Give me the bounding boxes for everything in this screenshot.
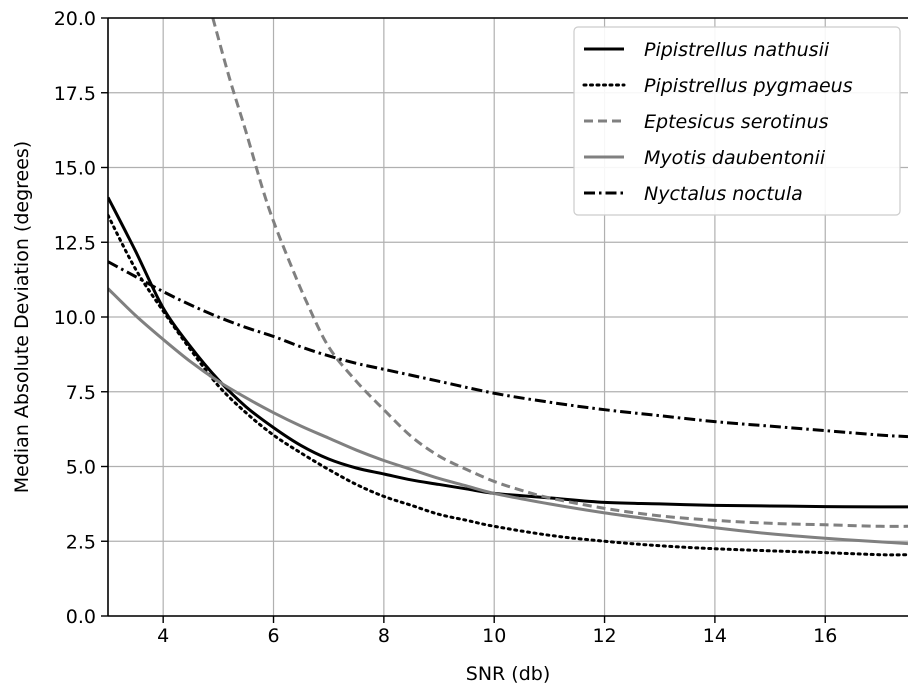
series-line-pipistrellus-pygmaeus bbox=[108, 213, 908, 557]
legend-label-nyctalus-noctula: Nyctalus noctula bbox=[644, 183, 803, 205]
x-tick-label: 4 bbox=[157, 625, 169, 647]
y-tick-label: 15.0 bbox=[54, 158, 96, 180]
y-tick-label: 5.0 bbox=[66, 457, 96, 479]
legend-label-pipistrellus-pygmaeus: Pipistrellus pygmaeus bbox=[644, 75, 853, 97]
tick-labels: 4 6 8 10 12 14 16 0.0 2.5 5.0 7.5 10.0 12.5 15.0 17.5 2… bbox=[54, 8, 838, 647]
y-tick-label: 0.0 bbox=[66, 606, 96, 628]
x-tick-label: 6 bbox=[267, 625, 279, 647]
legend: Pipistrellus nathusii Pipistrellus pygmae… bbox=[573, 26, 901, 216]
y-tick-label: 2.5 bbox=[66, 531, 96, 553]
x-tick-label: 8 bbox=[378, 625, 390, 647]
series-line-nyctalus-noctula bbox=[108, 260, 908, 439]
x-tick-label: 12 bbox=[592, 625, 616, 647]
axes bbox=[101, 17, 908, 623]
y-tick-label: 17.5 bbox=[54, 83, 96, 105]
y-axis-label: Median Absolute Deviation (degrees) bbox=[11, 141, 33, 493]
legend-label-myotis-daubentonii: Myotis daubentonii bbox=[644, 147, 826, 169]
legend-label-eptesicus-serotinus: Eptesicus serotinus bbox=[644, 111, 829, 133]
x-tick-label: 10 bbox=[482, 625, 506, 647]
x-axis-label: SNR (db) bbox=[466, 663, 550, 685]
series-line-pipistrellus-nathusii bbox=[108, 196, 908, 509]
y-tick-label: 7.5 bbox=[66, 382, 96, 404]
series-line-eptesicus-serotinus bbox=[211, 18, 908, 528]
x-tick-label: 16 bbox=[813, 625, 837, 647]
series-group bbox=[108, 18, 908, 557]
x-tick-label: 14 bbox=[703, 625, 727, 647]
y-tick-label: 20.0 bbox=[54, 8, 96, 30]
series-line-myotis-daubentonii bbox=[108, 287, 908, 546]
legend-box bbox=[573, 26, 901, 216]
y-tick-label: 10.0 bbox=[54, 307, 96, 329]
legend-label-pipistrellus-nathusii: Pipistrellus nathusii bbox=[644, 39, 830, 61]
y-tick-label: 12.5 bbox=[54, 232, 96, 254]
